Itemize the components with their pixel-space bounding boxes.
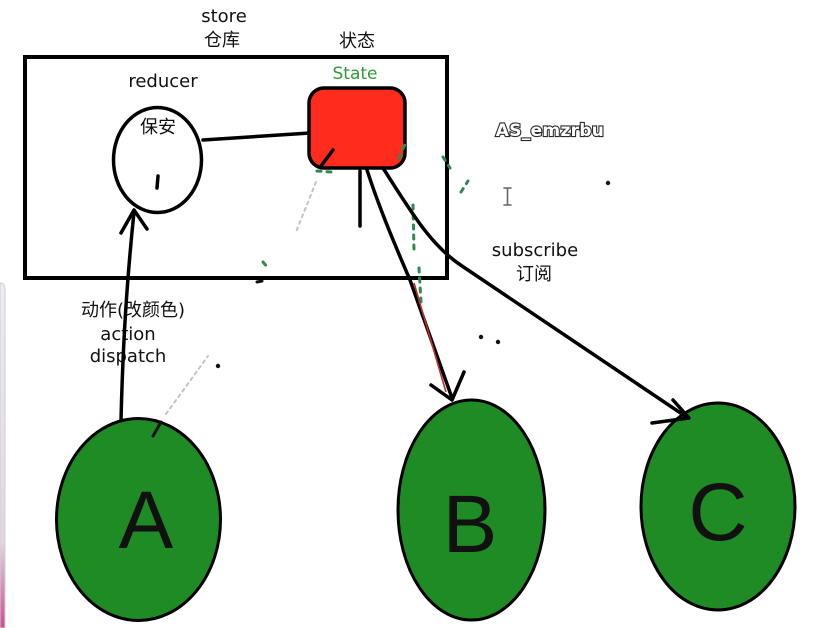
state-box	[307, 86, 407, 170]
store-box	[23, 55, 449, 280]
state-label: State	[333, 64, 378, 84]
node-a-mark	[151, 420, 163, 438]
subscribe-arrow-c-head	[650, 398, 691, 425]
node-c-circle	[639, 401, 797, 612]
store-label: store	[201, 6, 247, 27]
adjacent-window-edge	[0, 282, 6, 628]
subscribe-arrow-b-red-stroke	[413, 282, 447, 393]
state-mark	[319, 148, 335, 168]
reducer-ellipse	[111, 105, 204, 215]
subscribe-arrow-b-shaft	[365, 168, 454, 400]
reducer-state-connector	[201, 131, 312, 142]
subscribe-arrow-b	[365, 168, 466, 402]
reducer-mark	[155, 174, 160, 190]
dispatch-arrow	[119, 208, 149, 422]
node-c-letter: C	[688, 467, 747, 558]
node-a: A	[55, 417, 222, 622]
pointer-trace	[397, 140, 408, 160]
subscribe-arrow-c	[381, 166, 691, 425]
stray-marks	[215, 180, 611, 369]
pointer-trace	[315, 169, 333, 174]
pointer-trace	[459, 179, 470, 194]
dispatch-label-action: action	[100, 324, 155, 345]
dispatch-label-cn: 动作(改颜色)	[81, 300, 185, 321]
subscribe-label-cn: 订阅	[516, 264, 552, 285]
subscribe-arrow-b-head	[429, 370, 466, 402]
pointer-trace-faint	[295, 181, 317, 233]
stray-dot	[495, 339, 501, 345]
reducer-inner-label: 保安	[140, 117, 176, 138]
reducer-label: reducer	[128, 71, 198, 92]
subscribe-label: subscribe	[492, 240, 578, 261]
dispatch-arrow-head	[119, 208, 149, 235]
stray-dot	[478, 334, 484, 340]
pointer-trace	[261, 260, 270, 270]
text-cursor-icon	[503, 187, 512, 206]
node-a-circle	[55, 417, 222, 622]
pointer-trace	[441, 155, 452, 170]
reducer-node: 保安	[111, 105, 204, 215]
pointer-trace-faint	[165, 355, 209, 415]
overlay-text: AS_emzrbu	[496, 121, 604, 141]
state-node	[307, 86, 407, 170]
state-label-cn: 状态	[339, 31, 375, 52]
pointer-traces	[165, 140, 470, 415]
node-b-letter: B	[443, 479, 498, 570]
dispatch-label-dispatch: dispatch	[90, 346, 167, 367]
stray-dot	[605, 180, 611, 186]
store-label-cn: 仓库	[204, 30, 240, 51]
subscribe-arrow-c-shaft	[381, 166, 690, 420]
node-c: C	[639, 401, 797, 612]
pointer-trace	[411, 203, 416, 252]
stray-dash	[255, 279, 264, 284]
dispatch-arrow-shaft	[119, 210, 136, 422]
node-a-letter: A	[119, 475, 174, 566]
node-b: B	[396, 398, 547, 622]
node-b-circle	[396, 398, 547, 622]
stray-dot	[215, 363, 221, 369]
